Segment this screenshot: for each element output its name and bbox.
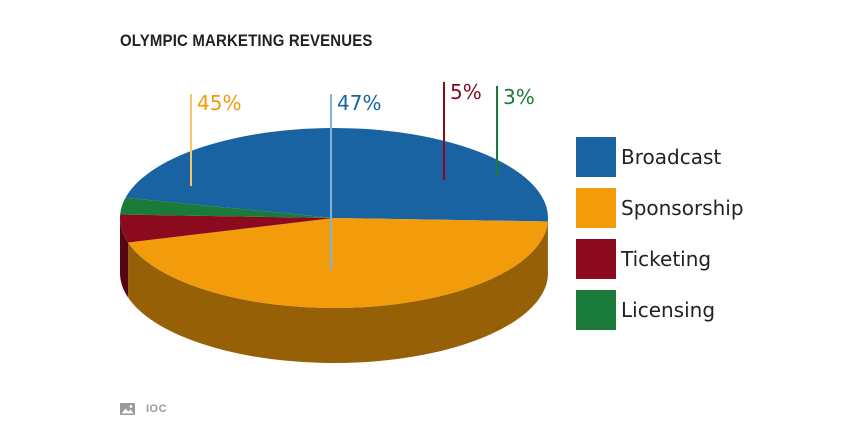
data-label-sponsorship: 45% — [197, 91, 241, 115]
pie-top — [119, 128, 549, 309]
legend-item-ticketing: Ticketing — [576, 238, 744, 279]
legend-label: Ticketing — [621, 246, 712, 271]
legend-swatch — [576, 136, 616, 177]
legend-label: Broadcast — [621, 144, 722, 169]
legend-swatch — [576, 238, 616, 279]
source-credit: IOC — [120, 403, 167, 415]
data-label-licensing: 3% — [503, 85, 535, 109]
pie-side-sponsorship — [128, 221, 548, 364]
image-icon — [120, 403, 135, 415]
legend-swatch — [576, 289, 616, 330]
data-label-broadcast: 47% — [337, 91, 381, 115]
legend-label: Sponsorship — [621, 195, 744, 220]
legend-label: Licensing — [621, 297, 716, 322]
pie-slice-licensing — [120, 197, 334, 218]
pie-leaders — [190, 82, 498, 270]
pie-slice-sponsorship — [128, 218, 548, 309]
legend-item-sponsorship: Sponsorship — [576, 187, 744, 228]
source-label: IOC — [146, 403, 168, 415]
pie-slice-broadcast — [125, 128, 549, 222]
legend-item-broadcast: Broadcast — [576, 136, 744, 177]
legend-swatch — [576, 187, 616, 228]
pie-labels: 47% 45% 5% 3% — [197, 80, 535, 115]
legend-item-licensing: Licensing — [576, 289, 744, 330]
data-label-ticketing: 5% — [450, 80, 482, 104]
pie-side-ticketing — [120, 218, 129, 298]
pie-sides — [120, 218, 548, 364]
pie-slice-ticketing — [119, 214, 334, 243]
chart-title: OLYMPIC MARKETING REVENUES — [120, 31, 373, 50]
chart-legend: Broadcast Sponsorship Ticketing Licensing — [576, 136, 744, 340]
